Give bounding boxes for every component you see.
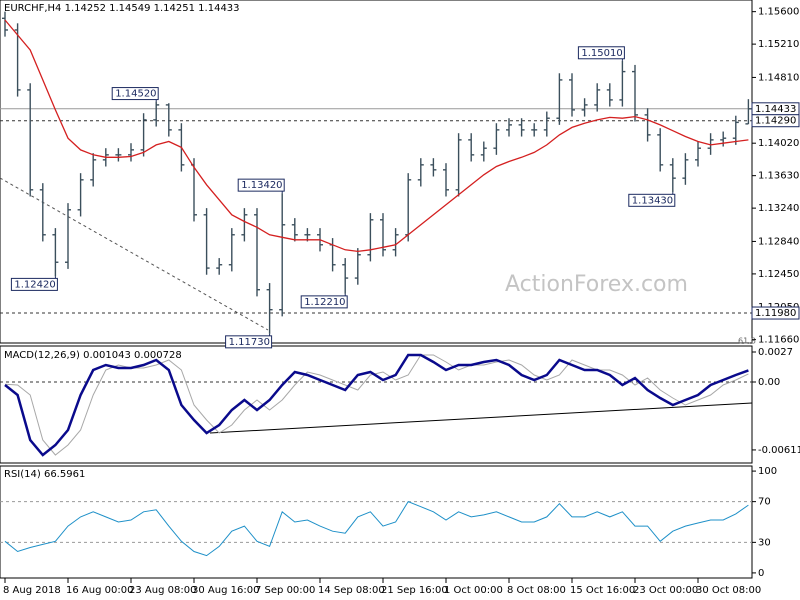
trend-line bbox=[0, 177, 269, 331]
y-tick-label: 1.13240 bbox=[758, 203, 799, 214]
macd-title: MACD(12,26,9) 0.001043 0.000728 bbox=[4, 350, 182, 361]
y-tick-label: 30 bbox=[758, 537, 771, 548]
level-label: 1.11980 bbox=[755, 308, 796, 319]
x-tick-label: 30 Aug 16:00 bbox=[192, 585, 259, 596]
annotation-label: 1.13420 bbox=[241, 180, 282, 191]
level-box bbox=[751, 306, 800, 320]
line bbox=[4, 354, 749, 456]
level-label: 1.14290 bbox=[755, 116, 796, 127]
y-tick-label: 1.12450 bbox=[758, 269, 799, 280]
rsi-title: RSI(14) 66.5961 bbox=[4, 469, 85, 480]
y-tick-label: 1.14810 bbox=[758, 72, 799, 83]
x-tick-label: 7 Sep 00:00 bbox=[255, 585, 315, 596]
x-tick-label: 15 Oct 16:00 bbox=[570, 585, 635, 596]
fib-note: 61.8 bbox=[738, 337, 756, 346]
annotation-label: 1.11730 bbox=[229, 337, 270, 348]
y-tick-label: 1.11660 bbox=[758, 335, 799, 346]
annotation-label: 1.12210 bbox=[304, 297, 345, 308]
watermark: ActionForex.com bbox=[505, 272, 688, 297]
x-tick-label: 30 Oct 08:00 bbox=[696, 585, 761, 596]
x-tick-label: 1 Oct 00:00 bbox=[444, 585, 503, 596]
annotation-label: 1.15010 bbox=[581, 48, 622, 59]
y-tick-label: 1.14020 bbox=[758, 138, 799, 149]
y-tick-label: -0.006114 bbox=[758, 445, 800, 456]
line bbox=[4, 353, 749, 457]
annotation-box bbox=[237, 178, 285, 192]
price-panel bbox=[0, 0, 753, 344]
x-tick-label: 23 Oct 00:00 bbox=[633, 585, 698, 596]
x-tick-label: 23 Aug 08:00 bbox=[129, 585, 196, 596]
annotation-label: 1.14520 bbox=[115, 89, 156, 100]
annotation-label: 1.12420 bbox=[14, 279, 55, 290]
y-tick-label: 1.15600 bbox=[758, 7, 799, 18]
y-tick-label: 1.15210 bbox=[758, 39, 799, 50]
x-tick-label: 21 Sep 16:00 bbox=[381, 585, 448, 596]
x-tick-label: 8 Aug 2018 bbox=[3, 585, 61, 596]
y-tick-label: 100 bbox=[758, 466, 777, 477]
line bbox=[4, 19, 749, 253]
chart-title: EURCHF,H4 1.14252 1.14549 1.14251 1.1443… bbox=[4, 3, 240, 14]
y-tick-label: 1.13630 bbox=[758, 171, 799, 182]
y-tick-label: 0 bbox=[758, 568, 764, 579]
annotation-box bbox=[111, 87, 159, 101]
y-tick-label: 70 bbox=[758, 497, 771, 508]
x-tick-label: 8 Oct 08:00 bbox=[507, 585, 566, 596]
annotation-box bbox=[628, 193, 676, 207]
rsi-panel bbox=[0, 465, 753, 579]
annotation-box bbox=[225, 335, 273, 349]
x-tick-label: 14 Sep 08:00 bbox=[318, 585, 385, 596]
annotation-box bbox=[300, 295, 348, 309]
x-tick-label: 16 Aug 00:00 bbox=[66, 585, 133, 596]
macd-panel bbox=[0, 345, 753, 464]
trend-line bbox=[209, 402, 753, 434]
level-box bbox=[751, 114, 800, 128]
level-label: 1.14433 bbox=[755, 104, 796, 115]
annotation-box bbox=[577, 46, 625, 60]
y-tick-label: 1.12840 bbox=[758, 236, 799, 247]
annotation-label: 1.13430 bbox=[632, 195, 673, 206]
annotation-box bbox=[10, 277, 58, 291]
y-tick-label: 0.00 bbox=[758, 377, 780, 388]
line bbox=[4, 500, 749, 557]
y-tick-label: 0.0027 bbox=[758, 347, 793, 358]
